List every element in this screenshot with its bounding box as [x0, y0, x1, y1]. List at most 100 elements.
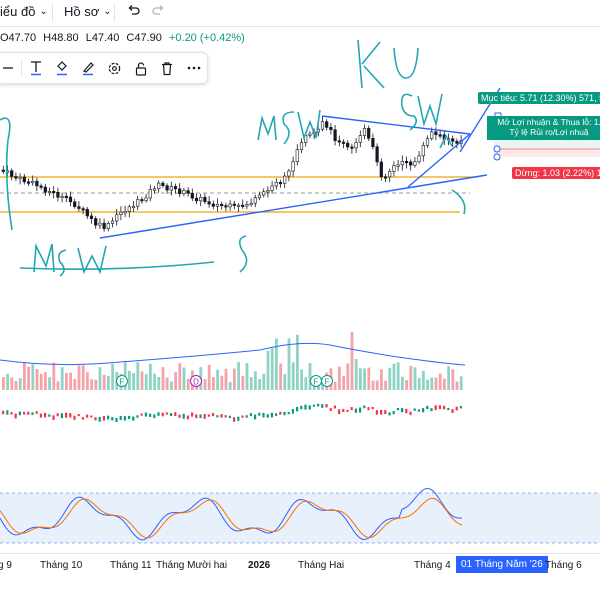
stop-handle[interactable]: [493, 153, 501, 161]
volume-bar: [94, 379, 98, 390]
stop-label[interactable]: Dừng: 1.03 (2.22%) 103, 5: [512, 167, 600, 179]
trendline-wedge[interactable]: [407, 133, 471, 188]
redo-button[interactable]: [152, 4, 166, 18]
candle-body: [127, 206, 131, 212]
profit-zone[interactable]: [494, 140, 600, 148]
profile-menu[interactable]: Hồ sơ ⌄: [64, 4, 112, 19]
settings-icon: [108, 62, 121, 74]
indicator-candle: [363, 405, 366, 409]
price-candles: [1, 115, 463, 232]
handwriting-hook: [451, 189, 466, 215]
entry-handle[interactable]: [493, 145, 501, 153]
volume-marker-d[interactable]: D: [190, 375, 202, 387]
target-label[interactable]: Mục tiêu: 5.71 (12.30%) 571, 5: [478, 92, 600, 104]
candle-body: [245, 204, 249, 207]
indicator-candle: [321, 404, 324, 408]
indicator-candle: [199, 414, 202, 419]
volume-bar: [228, 381, 232, 390]
candle-body: [375, 146, 379, 163]
volume-bar: [359, 368, 362, 390]
volume-bar: [392, 363, 396, 390]
candle-body: [236, 204, 241, 207]
candle-body: [341, 141, 346, 144]
volume-bar: [279, 363, 282, 390]
indicator-candle: [308, 405, 311, 410]
volume-bar: [23, 362, 26, 390]
volume-bar: [438, 373, 442, 390]
indicator-candle: [254, 414, 257, 420]
indicator-candle: [443, 405, 446, 410]
volume-bar: [371, 380, 375, 390]
indicator-candle: [233, 417, 236, 422]
volume-bar: [291, 362, 295, 390]
undo-icon: [128, 5, 140, 15]
text-tool-button[interactable]: [22, 54, 48, 82]
volume-bar: [107, 375, 110, 390]
indicator-candle: [375, 410, 378, 415]
indicator-candle: [149, 413, 152, 417]
axis-label: Tháng 4: [414, 560, 451, 571]
indicator-candle: [279, 411, 282, 415]
stoch-band: [0, 493, 600, 543]
indicator-candle: [216, 415, 219, 418]
handwriting-s: [238, 235, 248, 273]
ohlc-high: H48.80: [43, 32, 79, 44]
chart-menu[interactable]: iểu đồ ⌄: [0, 4, 48, 19]
more-button[interactable]: [181, 54, 207, 82]
volume-bar: [18, 378, 22, 390]
volume-bar: [52, 362, 56, 390]
indicator-candle: [39, 413, 42, 418]
candle-body: [320, 121, 325, 130]
trendline-resistance[interactable]: [321, 115, 471, 135]
indicator-candle: [195, 414, 198, 419]
volume-bar: [237, 362, 240, 390]
fill-color-button[interactable]: [49, 54, 75, 82]
candle-body: [333, 129, 337, 141]
volume-bar: [455, 381, 459, 390]
volume-marker-f2[interactable]: F: [310, 375, 322, 387]
indicator-candle: [354, 408, 357, 413]
settings-button[interactable]: [101, 54, 127, 82]
lock-button[interactable]: [128, 54, 154, 82]
candle-body: [325, 121, 329, 128]
candle-body: [417, 155, 421, 163]
volume-bar: [81, 365, 85, 390]
indicator-candle: [325, 403, 328, 408]
line-color-button[interactable]: [75, 54, 101, 82]
handwriting-annotations: [0, 39, 466, 277]
undo-button[interactable]: [126, 4, 140, 18]
candle-body: [430, 131, 434, 139]
axis-label: Tháng 6: [545, 560, 582, 571]
indicator-candle: [10, 412, 13, 415]
indicator-candle: [90, 415, 93, 418]
ohlc-legend: O47.70 H48.80 L47.40 C47.90 +0.20 (+0.42…: [0, 32, 249, 44]
indicator-candle: [459, 406, 462, 409]
line-tool-button[interactable]: [0, 54, 21, 82]
volume-marker-f3[interactable]: F: [321, 375, 333, 387]
indicator-candle: [44, 412, 47, 418]
time-axis[interactable]: g 9 Tháng 10 Tháng 11 Tháng Mười hai 202…: [0, 553, 600, 576]
indicator-candle: [144, 412, 147, 417]
volume-bar: [233, 368, 236, 390]
volume-bar: [409, 365, 413, 390]
volume-bar: [367, 367, 371, 390]
candle-body: [421, 145, 425, 157]
trendline-support[interactable]: [99, 174, 488, 239]
handwriting-ku-k: [357, 39, 385, 89]
candle-body: [371, 138, 375, 148]
pnl-label[interactable]: Mở Lợi nhuận & Thua lỗ: 1. Tỷ lệ Rủi ro/…: [487, 116, 600, 140]
volume-bar: [2, 377, 5, 390]
delete-button[interactable]: [154, 54, 180, 82]
volume-marker-f1[interactable]: F: [116, 375, 128, 387]
indicator-candle: [165, 412, 168, 415]
top-toolbar: iểu đồ ⌄ Hồ sơ ⌄: [0, 0, 600, 27]
indicator-candle: [342, 408, 345, 412]
indicator-candle: [380, 409, 383, 415]
candle-body: [451, 138, 455, 142]
volume-bar: [186, 378, 190, 390]
lock-icon: [135, 61, 147, 76]
indicator-candle: [300, 405, 303, 410]
volume-bar: [86, 372, 89, 390]
loss-zone[interactable]: [494, 150, 600, 157]
